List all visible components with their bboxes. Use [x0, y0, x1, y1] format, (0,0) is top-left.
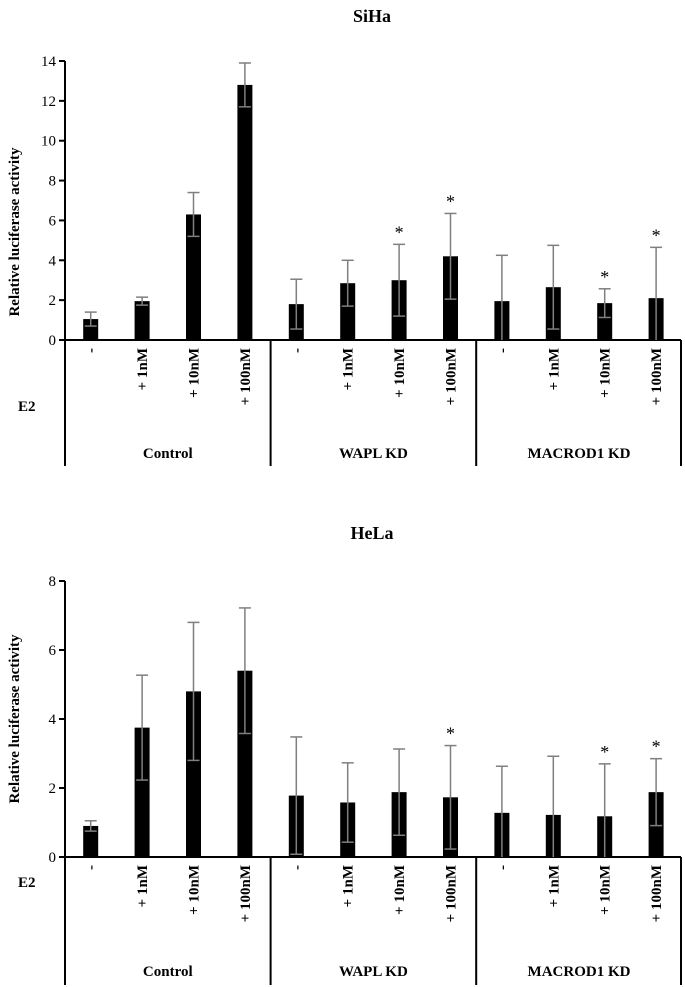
- y-tick-label: 14: [41, 54, 57, 70]
- category-label: + 10nM: [392, 865, 408, 915]
- chart-title: HeLa: [351, 523, 394, 543]
- category-label: -: [495, 348, 511, 353]
- bar: [134, 301, 150, 340]
- category-label: + 100nM: [649, 348, 665, 405]
- y-tick-label: 6: [49, 643, 57, 659]
- y-axis-label: Relative luciferase activity: [7, 147, 23, 317]
- siha-chart: SiHa Relative luciferase activity E2 0 2 4…: [7, 6, 682, 466]
- category-label: + 1nM: [546, 348, 562, 390]
- y-tick-label: 12: [41, 94, 56, 110]
- category-label: + 10nM: [598, 865, 614, 915]
- row-label-e2: E2: [18, 399, 36, 415]
- category-label: + 100nM: [444, 865, 460, 922]
- significance-marker: *: [446, 724, 455, 744]
- y-tick-label: 4: [49, 712, 57, 728]
- group-label: WAPL KD: [339, 446, 408, 462]
- chart-title: SiHa: [353, 6, 391, 26]
- group-label: WAPL KD: [339, 964, 408, 980]
- category-label: -: [495, 865, 511, 870]
- bar: [237, 84, 253, 341]
- category-label: + 100nM: [444, 348, 460, 405]
- category-label: + 1nM: [135, 865, 151, 907]
- category-label: + 1nM: [546, 865, 562, 907]
- y-tick-label: 8: [49, 574, 57, 590]
- y-tick-label: 4: [49, 253, 57, 269]
- category-label: + 10nM: [187, 348, 203, 398]
- category-label: + 1nM: [341, 865, 357, 907]
- category-label: + 100nM: [649, 865, 665, 922]
- bar: [134, 727, 150, 857]
- group-label: Control: [143, 964, 193, 980]
- category-label: + 10nM: [187, 865, 203, 915]
- group-label: Control: [143, 446, 193, 462]
- y-tick-label: 0: [49, 333, 57, 349]
- bar: [186, 691, 201, 857]
- row-label-e2: E2: [18, 875, 36, 891]
- bar: [83, 319, 99, 340]
- category-label: -: [84, 348, 100, 353]
- y-tick-label: 2: [49, 293, 57, 309]
- category-label: + 100nM: [238, 865, 254, 922]
- category-label: -: [289, 348, 305, 353]
- y-axis-label: Relative luciferase activity: [7, 634, 23, 804]
- bar: [186, 214, 201, 340]
- y-tick-label: 0: [49, 850, 57, 866]
- hela-chart: HeLa Relative luciferase activity E2 0 2 4…: [7, 523, 682, 985]
- bar: [340, 283, 356, 340]
- significance-marker: *: [652, 737, 661, 757]
- y-tick-label: 8: [49, 174, 57, 190]
- category-label: + 1nM: [341, 348, 357, 390]
- significance-marker: *: [652, 225, 661, 245]
- y-tick-label: 10: [41, 134, 56, 150]
- bar: [237, 670, 253, 857]
- significance-marker: *: [395, 222, 404, 242]
- bar: [83, 825, 99, 857]
- y-tick-label: 2: [49, 781, 57, 797]
- group-label: MACROD1 KD: [528, 446, 631, 462]
- category-label: + 1nM: [135, 348, 151, 390]
- significance-marker: *: [600, 267, 609, 287]
- category-label: + 10nM: [598, 348, 614, 398]
- y-tick-label: 6: [49, 213, 57, 229]
- significance-marker: *: [600, 742, 609, 762]
- category-label: -: [289, 865, 305, 870]
- category-label: -: [84, 865, 100, 870]
- bar: [597, 303, 613, 340]
- category-label: + 10nM: [392, 348, 408, 398]
- category-label: + 100nM: [238, 348, 254, 405]
- significance-marker: *: [446, 191, 455, 211]
- group-label: MACROD1 KD: [528, 964, 631, 980]
